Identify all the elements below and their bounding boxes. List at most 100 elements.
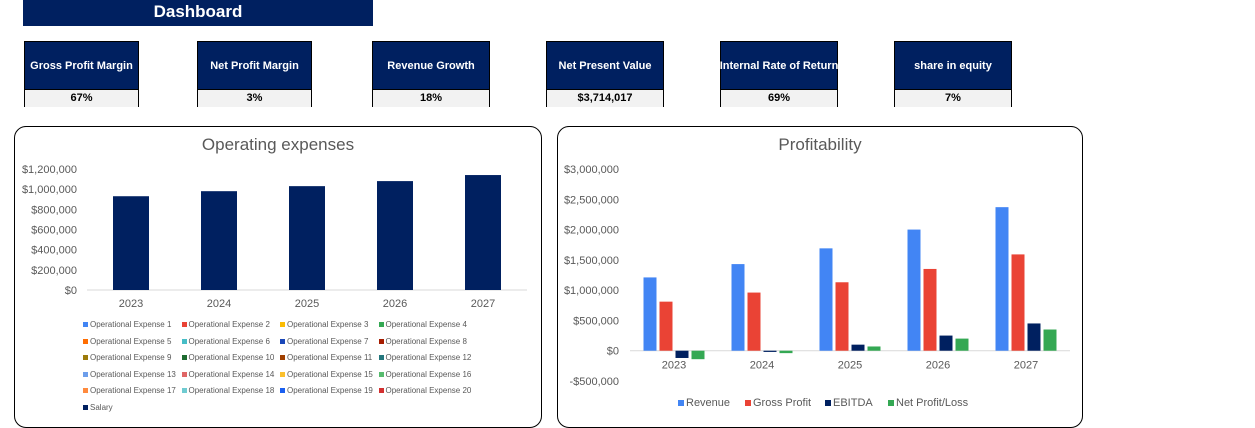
legend-swatch	[280, 338, 285, 344]
legend-swatch	[181, 355, 187, 360]
kpi-label: Net Present Value	[547, 42, 663, 89]
legend-swatch	[378, 322, 384, 327]
operating-expenses-chart: Operating expenses $0 $200,000 $400,000 $60…	[14, 126, 542, 428]
legend-item: Gross Profit	[745, 397, 811, 409]
legend-item: Net Profit/Loss	[888, 397, 968, 409]
x-tick-label: 2025	[838, 360, 862, 372]
y-tick-label: $400,000	[31, 245, 77, 257]
bar-gross-profit	[1011, 254, 1025, 351]
kpi-value: $3,714,017	[547, 89, 663, 107]
kpi-label: Revenue Growth	[373, 42, 489, 89]
bar-gross-profit	[835, 282, 849, 351]
bar-ebitda	[851, 344, 865, 351]
dashboard-title: Dashboard	[23, 0, 373, 26]
legend-swatch	[83, 388, 88, 393]
legend-swatch	[378, 388, 384, 393]
legend-label: Operational Expense 2	[188, 320, 270, 329]
legend-label: Revenue	[686, 397, 731, 409]
legend-label: Operational Expense 4	[385, 320, 467, 329]
bar-revenue	[907, 229, 921, 351]
legend-item: Operational Expense 5	[83, 337, 171, 346]
legend-label: Gross Profit	[753, 397, 812, 409]
legend-swatch	[280, 355, 285, 360]
legend-item: Operational Expense 14	[181, 369, 275, 379]
y-tick-label: $1,000,000	[564, 285, 619, 297]
bar-salary	[377, 181, 413, 290]
legend-item: Operational Expense 3	[280, 320, 368, 329]
legend-item: Operational Expense 20	[378, 386, 471, 395]
legend-label: Operational Expense 19	[287, 386, 373, 395]
legend-swatch	[745, 400, 751, 406]
legend-swatch	[83, 404, 88, 410]
kpi-value: 67%	[25, 89, 138, 107]
kpi-card: Internal Rate of Return 69%	[720, 41, 838, 107]
legend-swatch	[181, 338, 187, 344]
y-tick-label: $600,000	[31, 225, 77, 237]
bar-ebitda	[675, 350, 689, 358]
bar-ebitda	[763, 350, 777, 352]
legend-label: Operational Expense 12	[385, 353, 472, 362]
kpi-value: 3%	[198, 89, 311, 107]
bar-net-profit-loss	[867, 346, 881, 351]
legend-item: Operational Expense 18	[181, 386, 275, 395]
x-tick-label: 2024	[750, 360, 774, 372]
legend-item: Operational Expense 11	[280, 353, 372, 362]
kpi-label: Gross Profit Margin	[25, 42, 138, 89]
legend-label: Salary	[90, 402, 113, 412]
y-tick-label: -$500,000	[569, 376, 619, 388]
x-tick-label: 2027	[1014, 360, 1038, 372]
kpi-card: Gross Profit Margin 67%	[24, 41, 139, 107]
legend-item: Operational Expense 12	[378, 353, 472, 362]
kpi-value: 7%	[895, 89, 1011, 107]
legend-label: Operational Expense 14	[188, 369, 275, 379]
legend-label: Operational Expense 16	[385, 369, 472, 379]
y-tick-label: $1,000,000	[22, 184, 77, 196]
x-tick-label: 2027	[471, 298, 495, 310]
legend-swatch	[83, 371, 88, 377]
legend-item: Operational Expense 4	[378, 320, 467, 329]
kpi-card: share in equity 7%	[894, 41, 1012, 107]
kpi-label: share in equity	[895, 42, 1011, 89]
bar-ebitda	[939, 335, 953, 351]
legend-swatch	[181, 388, 187, 393]
x-tick-label: 2023	[119, 298, 143, 310]
legend-item: Operational Expense 15	[280, 370, 373, 379]
bar-revenue	[995, 207, 1009, 351]
legend-label: Operational Expense 5	[90, 336, 172, 346]
kpi-value: 69%	[721, 89, 837, 107]
bar-salary	[113, 196, 149, 290]
legend-label: Net Profit/Loss	[896, 397, 969, 409]
profitability-chart: Profitability -$500,000 $0 $500,000 $1,000,…	[557, 126, 1083, 428]
kpi-value: 18%	[373, 89, 489, 107]
y-tick-label: $2,500,000	[564, 194, 619, 206]
bar-gross-profit	[747, 292, 761, 351]
y-tick-label: $500,000	[573, 315, 619, 327]
legend-label: Operational Expense 7	[287, 336, 369, 346]
bar-net-profit-loss	[1043, 329, 1057, 351]
legend-swatch	[378, 355, 384, 360]
legend-label: Operational Expense 18	[188, 386, 275, 395]
legend-swatch	[678, 400, 684, 406]
legend-label: Operational Expense 3	[287, 320, 369, 329]
y-tick-label: $0	[65, 285, 77, 297]
legend-item: Salary	[83, 403, 113, 412]
legend-label: Operational Expense 10	[188, 353, 275, 362]
legend-item: Operational Expense 16	[378, 369, 472, 379]
bar-net-profit-loss	[691, 350, 705, 360]
kpi-card: Net Present Value $3,714,017	[546, 41, 664, 107]
legend-label: Operational Expense 6	[188, 336, 270, 346]
y-tick-label: $3,000,000	[564, 164, 619, 176]
legend-label: Operational Expense 8	[385, 336, 467, 346]
legend-swatch	[83, 355, 88, 360]
legend-swatch	[378, 371, 384, 377]
x-tick-label: 2024	[207, 298, 231, 310]
legend-swatch	[83, 322, 88, 327]
x-tick-label: 2023	[662, 360, 686, 372]
x-tick-label: 2025	[295, 298, 319, 310]
legend-swatch	[181, 371, 187, 377]
y-tick-label: $1,200,000	[22, 164, 77, 176]
chart-title: Operating expenses	[201, 135, 355, 154]
y-tick-label: $800,000	[31, 204, 77, 216]
legend-swatch	[378, 338, 384, 344]
legend-label: Operational Expense 11	[287, 353, 373, 362]
